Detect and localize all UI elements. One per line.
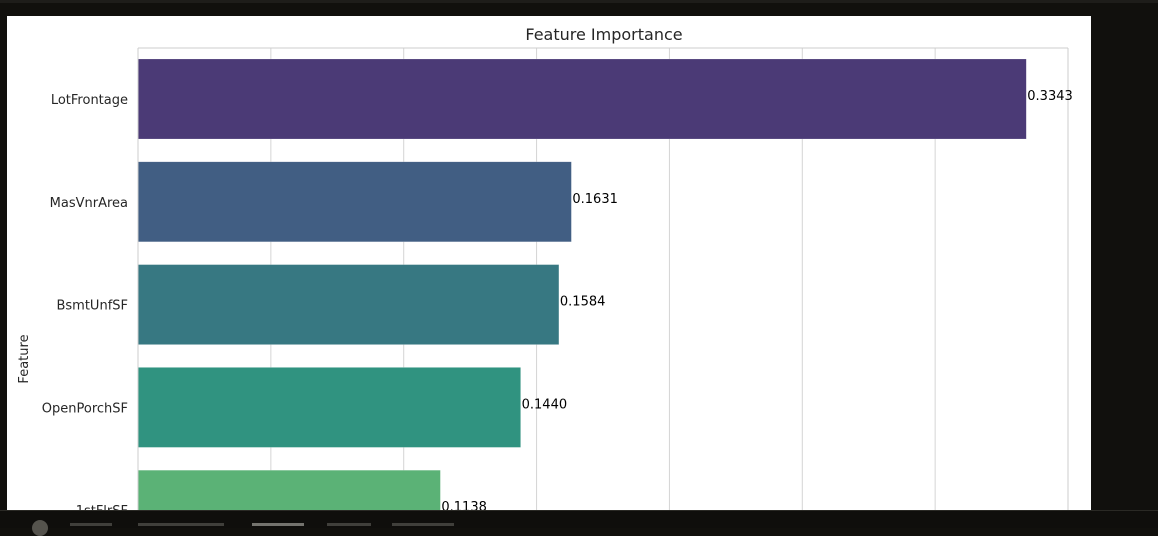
status-bar: [0, 510, 1158, 536]
bar-lotfrontage: [137, 58, 1027, 140]
bar-1stflrsf: [137, 469, 441, 510]
chart-frame: [137, 47, 1069, 510]
status-bar-item: [392, 523, 454, 526]
chart-title: Feature Importance: [525, 25, 682, 44]
status-bar-item: [327, 523, 371, 526]
y-tick-label: OpenPorchSF: [42, 401, 128, 416]
status-bar-item: [70, 523, 112, 526]
bar-value-label: 0.1138: [441, 500, 487, 510]
bar-value-label: 0.1631: [572, 192, 618, 207]
y-tick-label: 1stFlrSF: [76, 504, 128, 510]
window-top-strip: [0, 0, 1158, 3]
chart-figure: LotFrontage MasVnrArea BsmtUnfSF OpenPorchS…: [7, 16, 1091, 510]
bar-masvnrarea: [137, 161, 572, 243]
chart-bars: [137, 58, 1027, 510]
chart-svg: LotFrontage MasVnrArea BsmtUnfSF OpenPorchS…: [17, 25, 1073, 510]
y-tick-labels: LotFrontage MasVnrArea BsmtUnfSF OpenPorchS…: [42, 93, 128, 510]
status-bar-item: [252, 523, 304, 526]
status-badge: [32, 520, 48, 536]
bar-value-label: 0.1584: [560, 295, 606, 310]
y-tick-label: MasVnrArea: [50, 196, 128, 211]
bar-value-label: 0.1440: [522, 397, 568, 412]
bar-openporchsf: [137, 367, 521, 448]
status-bar-item: [138, 523, 224, 526]
y-tick-label: LotFrontage: [51, 93, 128, 108]
value-labels: 0.3343 0.1631 0.1584 0.1440 0.1138: [441, 89, 1072, 510]
bar-bsmtunfsf: [137, 264, 560, 345]
y-axis-label: Feature: [17, 334, 32, 383]
y-tick-label: BsmtUnfSF: [56, 299, 128, 314]
bar-value-label: 0.3343: [1027, 89, 1073, 104]
